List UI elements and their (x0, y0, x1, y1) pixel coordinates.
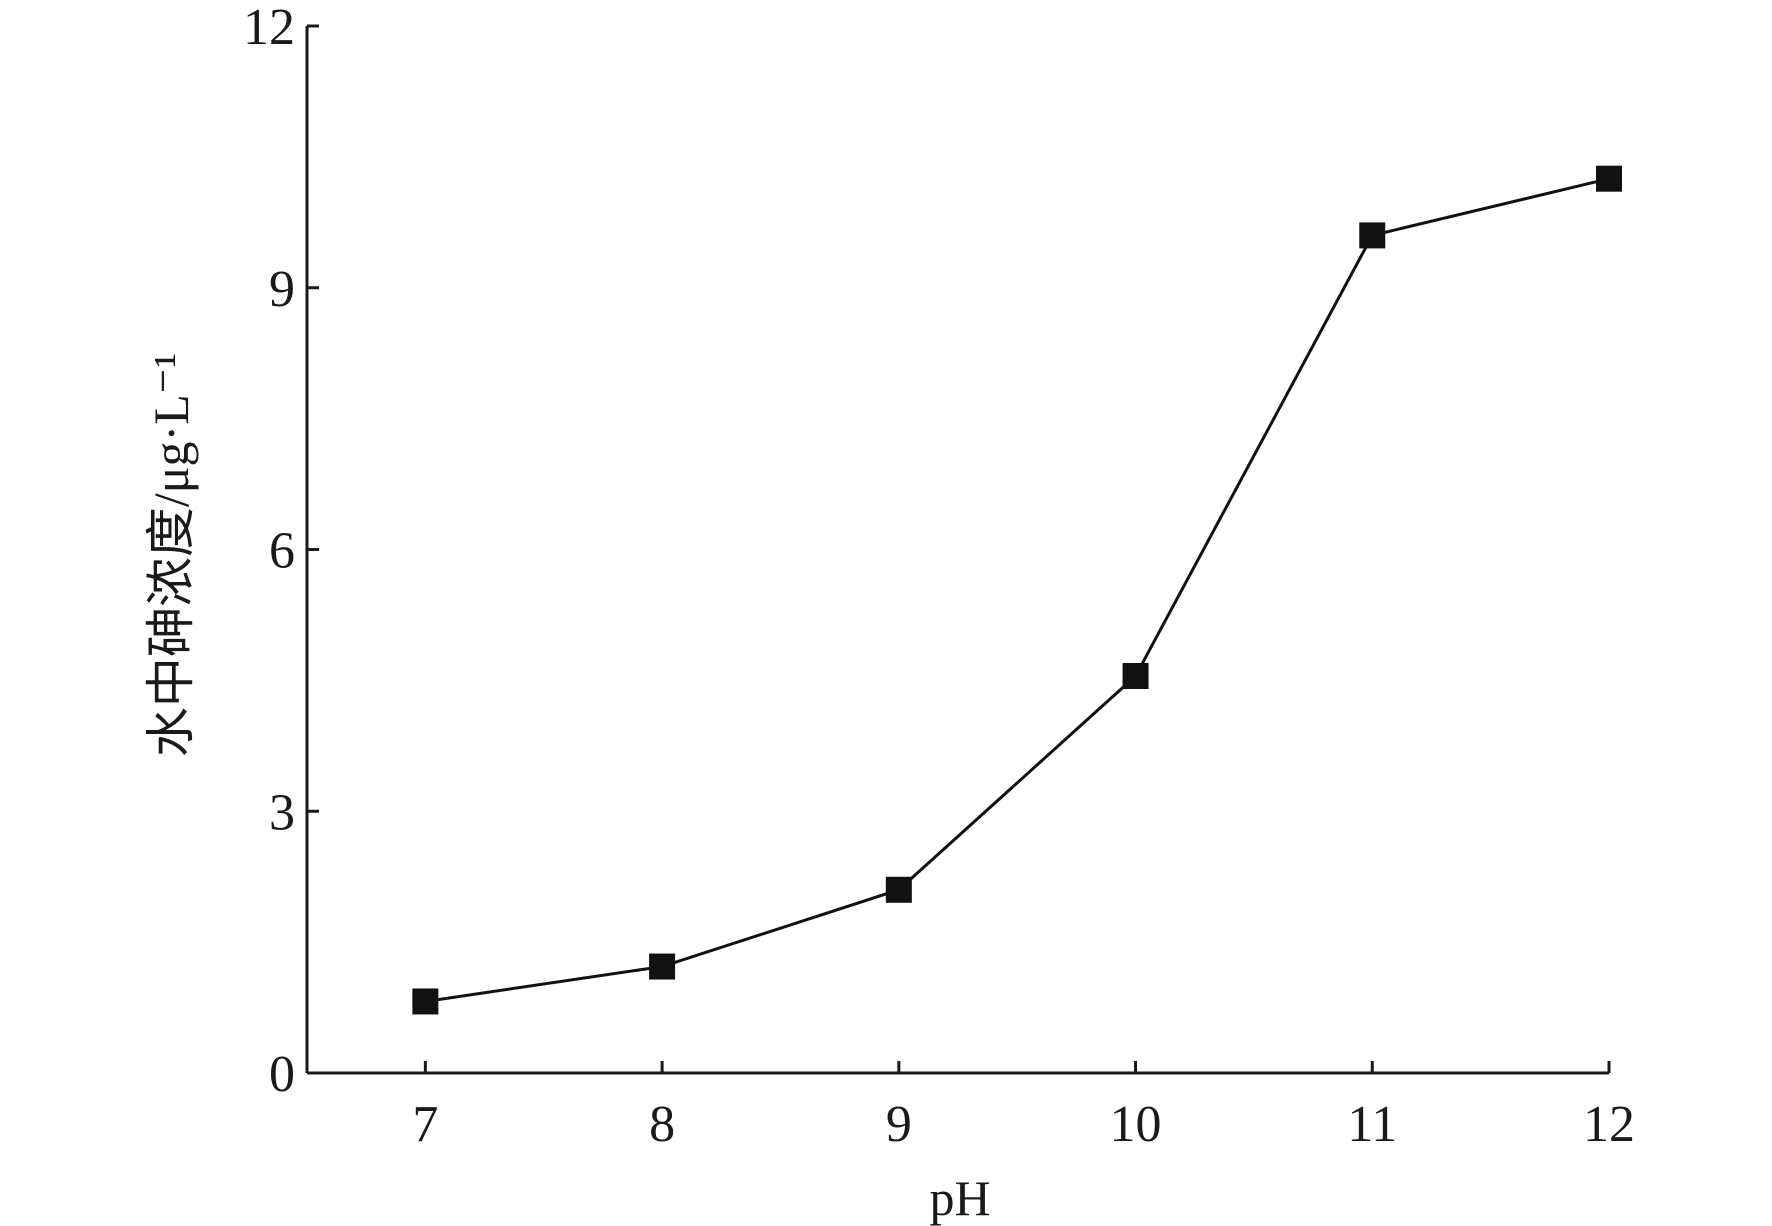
data-point-marker (649, 953, 676, 980)
y-tick-label: 3 (269, 784, 295, 841)
x-tick-label: 11 (1347, 1096, 1397, 1153)
y-ticks: 0 3 6 9 12 (243, 0, 319, 1103)
data-point-marker (412, 988, 439, 1015)
y-axis-label: 水中砷浓度/μg·L⁻¹ (143, 353, 199, 757)
x-tick-label: 9 (886, 1096, 912, 1153)
y-tick-label: 12 (243, 0, 295, 56)
y-tick-label: 6 (269, 523, 295, 580)
y-tick-label: 9 (269, 261, 295, 318)
x-tick-label: 8 (649, 1096, 675, 1153)
data-point-marker (1359, 222, 1386, 249)
series-line (425, 177, 1610, 1003)
data-point-marker (1596, 165, 1622, 192)
data-point-marker (1122, 663, 1149, 690)
x-tick-label: 12 (1583, 1096, 1635, 1153)
series-layer (412, 165, 1622, 1015)
x-tick-label: 10 (1110, 1096, 1162, 1153)
data-point-marker (885, 876, 912, 903)
y-tick-label: 0 (269, 1046, 295, 1103)
axes (305, 26, 1609, 1075)
x-axis-label: pH (929, 1170, 990, 1226)
x-ticks: 7 8 9 10 11 12 (412, 1061, 1635, 1153)
x-tick-label: 7 (412, 1096, 438, 1153)
